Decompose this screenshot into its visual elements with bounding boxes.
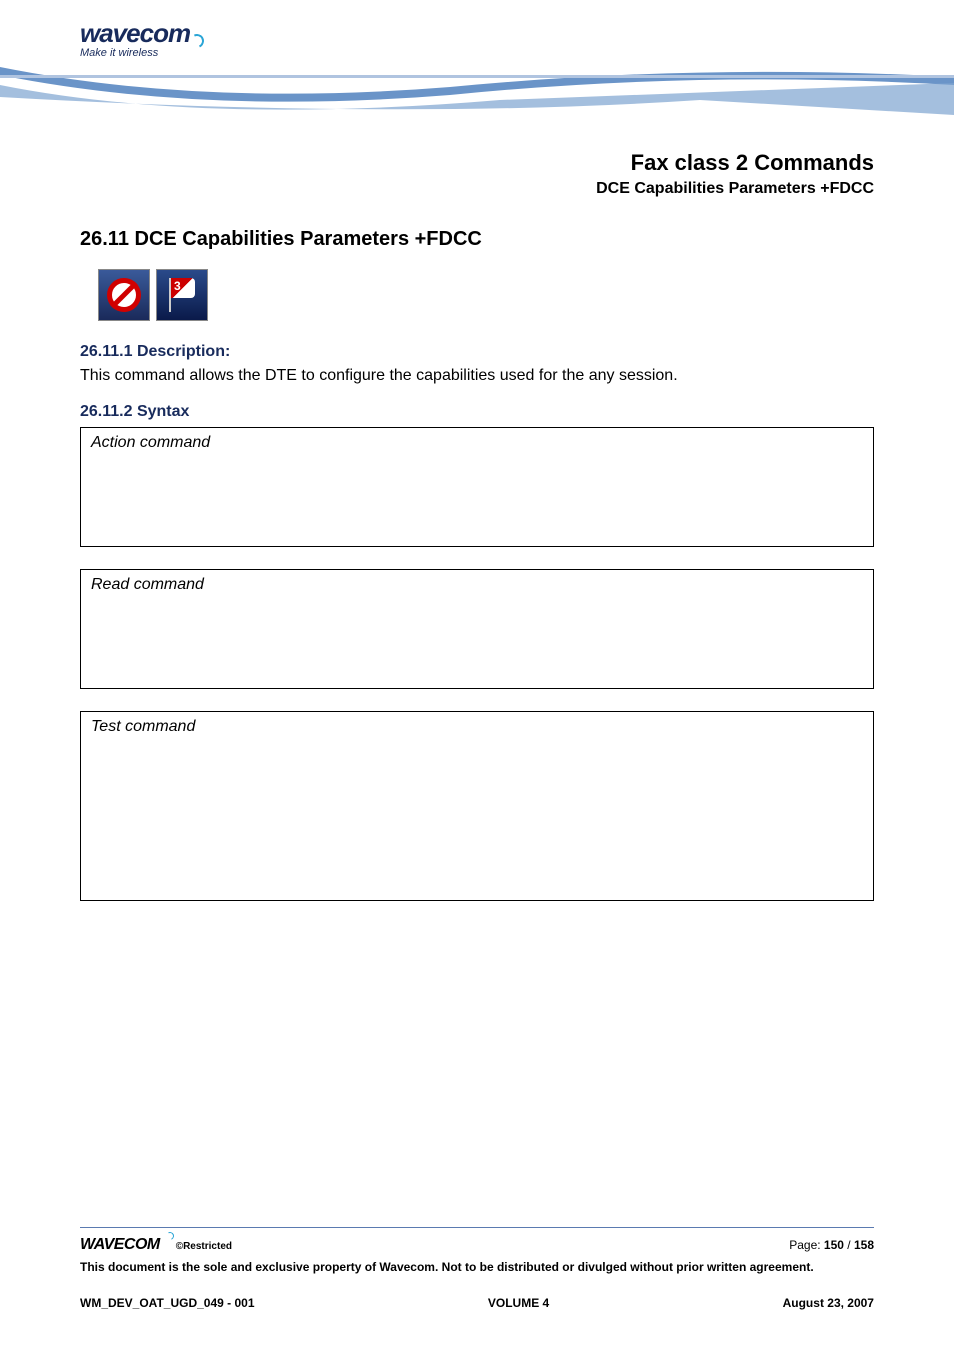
section-heading: 26.11 DCE Capabilities Parameters +FDCC — [80, 228, 874, 251]
flag-3-icon: 3 — [156, 269, 208, 321]
section-subtitle: DCE Capabilities Parameters +FDCC — [80, 180, 874, 198]
footer-logo: WAVECOM — [80, 1236, 164, 1253]
logo: wavecom Make it wireless — [80, 18, 190, 59]
doc-date: August 23, 2007 — [783, 1296, 874, 1310]
action-command-label: Action command — [91, 434, 863, 452]
description-heading: 26.11.1 Description: — [80, 343, 874, 361]
disclaimer-text: This document is the sole and exclusive … — [80, 1260, 874, 1274]
test-command-label: Test command — [91, 718, 863, 736]
logo-text: wavecom — [80, 18, 190, 48]
description-text: This command allows the DTE to configure… — [80, 367, 874, 385]
page-number: Page: 150 / 158 — [789, 1238, 874, 1252]
page-header: wavecom Make it wireless — [0, 0, 954, 130]
doc-id: WM_DEV_OAT_UGD_049 - 001 — [80, 1296, 255, 1310]
action-command-box: Action command — [80, 427, 874, 547]
header-swoosh-graphic — [0, 55, 954, 135]
title-block: Fax class 2 Commands DCE Capabilities Pa… — [80, 150, 874, 198]
logo-swoosh-icon — [188, 32, 206, 50]
footer-rule — [80, 1227, 874, 1228]
page-content: Fax class 2 Commands DCE Capabilities Pa… — [0, 150, 954, 901]
prohibit-icon — [98, 269, 150, 321]
footer-row-1: WAVECOM ©Restricted Page: 150 / 158 — [80, 1236, 874, 1254]
restricted-label: ©Restricted — [176, 1241, 232, 1252]
page-footer: WAVECOM ©Restricted Page: 150 / 158 This… — [80, 1227, 874, 1310]
syntax-heading: 26.11.2 Syntax — [80, 403, 874, 421]
footer-logo-swoosh-icon — [165, 1231, 175, 1241]
test-command-box: Test command — [80, 711, 874, 901]
footer-logo-group: WAVECOM ©Restricted — [80, 1236, 232, 1254]
read-command-label: Read command — [91, 576, 863, 594]
volume-label: VOLUME 4 — [488, 1296, 549, 1310]
footer-row-2: WM_DEV_OAT_UGD_049 - 001 VOLUME 4 August… — [80, 1296, 874, 1310]
chapter-title: Fax class 2 Commands — [80, 150, 874, 176]
read-command-box: Read command — [80, 569, 874, 689]
icon-row: 3 — [98, 269, 874, 321]
